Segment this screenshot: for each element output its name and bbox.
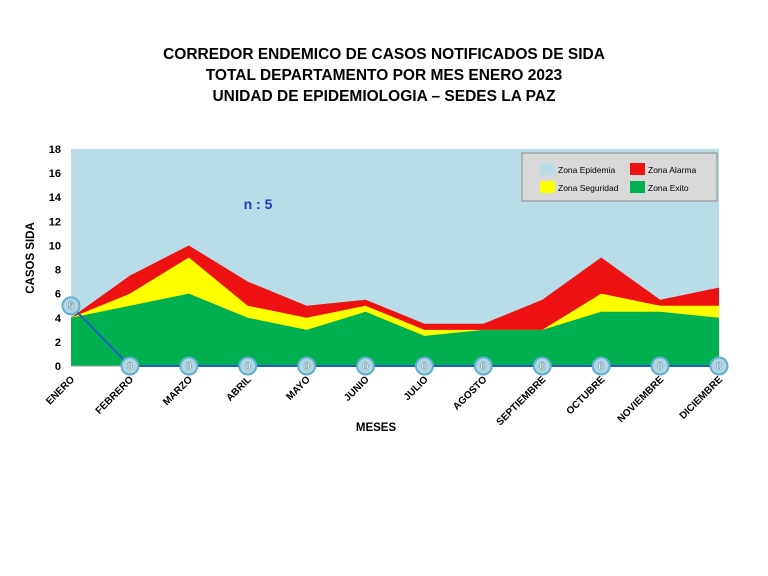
legend: Zona Epidemia Zona Alarma Zona Seguridad Zo…: [521, 152, 718, 202]
x-axis-label: MESES: [356, 422, 397, 434]
case-marker: [532, 356, 552, 376]
case-data-label: 0: [186, 361, 192, 373]
x-tick-label: DICIEMBRE: [678, 374, 726, 422]
case-data-label: 0: [480, 361, 486, 373]
case-marker: [297, 356, 317, 376]
legend-swatch-epidemia: [540, 163, 555, 175]
x-tick-label: OCTUBRE: [565, 374, 608, 417]
x-tick-label: JULIO: [402, 374, 431, 403]
case-data-label: 0: [245, 361, 251, 373]
x-tick-label: FEBRERO: [94, 374, 137, 417]
case-data-label: 0: [127, 361, 133, 373]
case-marker: [238, 356, 258, 376]
y-tick-label: 18: [49, 144, 61, 156]
y-axis: 0 2 4 6 8 10 12 14 16 18: [49, 144, 62, 373]
zone-areas: [71, 149, 719, 366]
y-tick-label: 6: [55, 289, 61, 301]
legend-box: [521, 152, 718, 202]
legend-label-seguridad: Zona Seguridad: [558, 183, 619, 193]
y-tick-label: 0: [55, 361, 61, 373]
x-tick-label: AGOSTO: [451, 374, 489, 412]
sample-size-annotation: n : 5: [244, 196, 273, 212]
case-data-label: 0: [421, 361, 427, 373]
y-tick-label: 2: [55, 337, 61, 349]
case-data-label: 0: [716, 361, 722, 373]
case-data-label: 0: [539, 361, 545, 373]
case-marker: [414, 356, 434, 376]
y-tick-label: 4: [55, 313, 62, 325]
case-data-label: 0: [598, 361, 604, 373]
x-tick-label: MARZO: [161, 374, 195, 408]
case-marker: [650, 356, 670, 376]
area-exito: [71, 293, 719, 366]
x-tick-label: SEPTIEMBRE: [495, 374, 549, 428]
case-marker: [179, 356, 199, 376]
case-marker: [120, 356, 140, 376]
chart-title: CORREDOR ENDEMICO DE CASOS NOTIFICADOS D…: [0, 44, 768, 107]
case-marker: [591, 356, 611, 376]
legend-label-alarma: Zona Alarma: [648, 165, 696, 175]
x-tick-label: MAYO: [284, 374, 312, 402]
case-marker: [61, 296, 81, 316]
case-data-label: 0: [657, 361, 663, 373]
legend-label-epidemia: Zona Epidemia: [558, 165, 615, 175]
legend-swatch-seguridad: [540, 181, 555, 193]
case-marker: [709, 356, 729, 376]
title-line-1: CORREDOR ENDEMICO DE CASOS NOTIFICADOS D…: [163, 46, 605, 63]
cases-line: [70, 305, 719, 367]
case-data-label: 5: [68, 301, 74, 313]
x-tick-label: ENERO: [44, 374, 77, 407]
x-axis: ENERO FEBRERO MARZO ABRIL MAYO JUNIO JULIO AGOS…: [44, 365, 726, 428]
title-line-3: UNIDAD DE EPIDEMIOLOGIA – SEDES LA PAZ: [212, 88, 556, 105]
y-tick-label: 16: [49, 168, 61, 180]
y-axis-label: CASOS SIDA: [25, 222, 37, 294]
legend-swatch-exito: [630, 181, 645, 193]
case-data-label: 0: [304, 361, 310, 373]
legend-label-exito: Zona Exito: [648, 183, 689, 193]
cases-series: 5 0 0 0 0 0 0 0 0 0 0 0: [61, 296, 729, 376]
x-tick-label: NOVIEMBRE: [616, 374, 667, 425]
case-marker: [356, 356, 376, 376]
x-tick-label: ABRIL: [224, 374, 253, 403]
y-tick-label: 10: [49, 240, 61, 252]
case-marker: [473, 356, 493, 376]
y-tick-label: 8: [55, 265, 61, 277]
y-tick-label: 14: [49, 192, 62, 204]
title-line-2: TOTAL DEPARTAMENTO POR MES ENERO 2023: [205, 67, 563, 84]
case-data-label: 0: [362, 361, 368, 373]
legend-swatch-alarma: [630, 163, 645, 175]
x-tick-label: JUNIO: [342, 374, 372, 404]
y-tick-label: 12: [49, 216, 61, 228]
